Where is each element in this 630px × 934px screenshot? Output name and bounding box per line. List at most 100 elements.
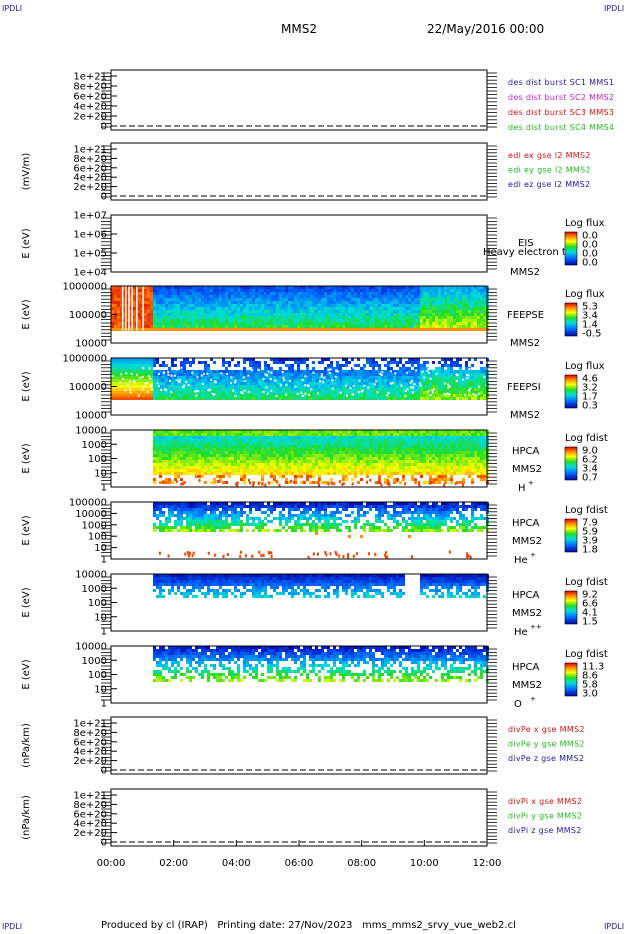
- colorbar-tick-label: 4.6: [582, 374, 598, 385]
- colorbar-tick-label: 6.2: [582, 455, 598, 466]
- y-tick-label: 1: [101, 699, 107, 710]
- y-tick-label: 6e+20: [73, 92, 107, 103]
- y-tick-label: 1000: [82, 520, 107, 531]
- y-tick-label: 4e+20: [73, 173, 107, 184]
- species-label: He: [514, 555, 528, 566]
- x-tick-label: 06:00: [285, 858, 314, 869]
- colorbar-tick-label: -0.5: [582, 329, 602, 340]
- y-tick-label: 10000: [75, 411, 107, 422]
- y-tick-label: 6e+20: [73, 163, 107, 174]
- spacecraft-label: MMS2: [510, 410, 540, 421]
- y-tick-label: 2e+20: [73, 182, 107, 193]
- y-tick-label: 1e+04: [73, 268, 107, 279]
- y-tick-label: 10: [94, 684, 107, 695]
- colorbar: [564, 374, 578, 409]
- colorbar-tick-label: 0.0: [582, 258, 598, 269]
- colorbar-tick-label: 0.3: [582, 401, 598, 412]
- colorbar-tick-label: 3.0: [582, 689, 598, 700]
- y-tick-label: 1e+07: [73, 211, 107, 222]
- colorbar-tick-label: 1.8: [582, 545, 598, 556]
- colorbar-tick-label: 9.2: [582, 590, 598, 601]
- y-tick-label: 2e+20: [73, 112, 107, 123]
- species-label: H: [518, 483, 526, 494]
- y-tick-label: 10: [94, 543, 107, 554]
- y-axis-label: (mV/m): [21, 153, 32, 191]
- y-tick-label: 2e+20: [73, 756, 107, 767]
- panel-hpca_he2: 10000 1000 100 10 1 E (eV) HPCA MMS2 He ++ Log fdi…: [21, 570, 608, 639]
- colorbar-tick-label: 3.4: [582, 464, 598, 475]
- colorbar-tick-label: 5.8: [582, 680, 598, 691]
- panel-frame: [110, 69, 488, 131]
- y-tick-label: 4e+20: [73, 747, 107, 758]
- instrument-label: FEEPSI: [507, 382, 541, 393]
- y-tick-label: 6e+20: [73, 737, 107, 748]
- colorbar: [564, 662, 578, 697]
- y-tick-label: 1000: [82, 584, 107, 595]
- colorbar-tick-label: 5.3: [582, 302, 598, 313]
- y-tick-label: 100000: [69, 310, 107, 321]
- y-tick-label: 1: [101, 483, 107, 494]
- colorbar-title: Log fdist: [565, 505, 608, 516]
- panel-frame: [110, 788, 488, 847]
- y-tick-label: 100: [88, 598, 107, 609]
- y-tick-label: 10: [94, 612, 107, 623]
- colorbar-tick-label: 4.1: [582, 608, 598, 619]
- instrument-label: HPCA: [512, 518, 540, 529]
- colorbar-tick-label: 0.0: [582, 240, 598, 251]
- colorbar-title: Log fdist: [565, 577, 608, 588]
- legend-entry: divPe x gse MMS2: [508, 725, 585, 734]
- y-axis-label: E (eV): [21, 443, 32, 473]
- y-tick-label: 10000: [75, 570, 107, 581]
- y-axis-label: E (eV): [21, 371, 32, 401]
- y-tick-label: 100: [88, 670, 107, 681]
- species-charge-label: ++: [530, 623, 542, 631]
- colorbar-title: Log fdist: [565, 649, 608, 660]
- corner-label-top-right: IPDLI: [604, 4, 625, 13]
- panel-hpca_o: 10000 1000 100 10 1 E (eV) HPCA MMS2 O + Log fdist…: [21, 642, 608, 711]
- y-tick-label: 4e+20: [73, 102, 107, 113]
- y-axis-label: E (eV): [21, 659, 32, 689]
- spacecraft-title: MMS2: [281, 22, 317, 36]
- y-tick-label: 1: [101, 555, 107, 566]
- corner-label-bottom-right: IPDLI: [604, 922, 625, 931]
- species-label: He: [514, 627, 528, 638]
- legend-entry: des dist burst SC4 MMS4: [508, 123, 614, 132]
- y-axis-label: E (eV): [21, 228, 32, 258]
- y-tick-label: 1e+21: [73, 719, 107, 730]
- y-tick-label: 1e+21: [73, 145, 107, 156]
- colorbar-tick-label: 8.6: [582, 671, 598, 682]
- panel-frame: [110, 142, 488, 201]
- instrument-label: HPCA: [512, 446, 540, 457]
- y-tick-label: 1000000: [62, 282, 107, 293]
- y-tick-label: 10000: [75, 642, 107, 653]
- colorbar-tick-label: 3.9: [582, 536, 598, 547]
- y-axis-label: E (eV): [21, 515, 32, 545]
- colorbar-tick-label: 1.5: [582, 617, 598, 628]
- colorbar: [564, 446, 578, 481]
- panel-frame: [110, 214, 488, 273]
- y-axis-label: (nPa/km): [21, 723, 32, 768]
- colorbar-tick-label: 0.7: [582, 473, 598, 484]
- colorbar: [564, 231, 578, 266]
- corner-label-top-left: IPDLI: [2, 4, 23, 13]
- x-tick-label: 12:00: [473, 858, 502, 869]
- y-tick-label: 10: [94, 468, 107, 479]
- legend-entry: edi ez gse l2 MMS2: [508, 180, 590, 189]
- y-tick-label: 100: [88, 454, 107, 465]
- species-label: O: [514, 699, 522, 710]
- y-tick-label: 1e+21: [73, 72, 107, 83]
- colorbar-tick-label: 11.3: [582, 662, 604, 673]
- legend-entry: edi ey gse l2 MMS2: [508, 166, 591, 175]
- colorbar: [564, 518, 578, 553]
- footer-credit: Produced by cl (IRAP) Printing date: 27/…: [101, 920, 516, 931]
- y-tick-label: 100000: [69, 498, 107, 509]
- panel-frame: [110, 501, 488, 560]
- colorbar: [564, 302, 578, 337]
- colorbar-title: Log flux: [565, 361, 605, 372]
- legend-entry: divPe y gse MMS2: [508, 740, 585, 749]
- x-tick-label: 10:00: [410, 858, 439, 869]
